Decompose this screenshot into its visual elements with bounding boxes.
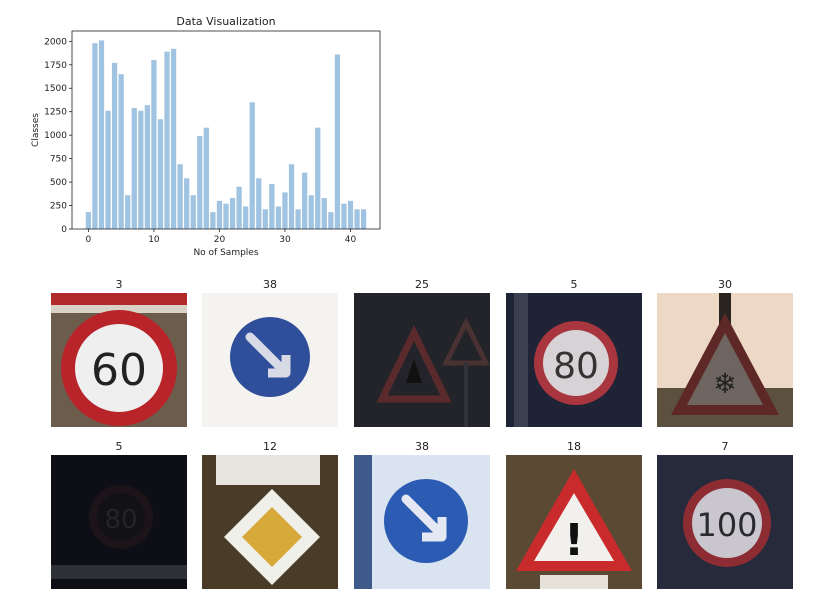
sign-text-100: 100: [696, 506, 757, 544]
bar-class-35: [315, 127, 321, 229]
bar-class-27: [262, 209, 268, 229]
y-tick-label: 500: [50, 178, 67, 188]
bar-class-4: [111, 62, 118, 229]
bar-class-14: [177, 164, 183, 229]
plot-frame: [71, 30, 381, 230]
sign-text-exclamation: !: [564, 515, 584, 566]
bar-class-19: [210, 212, 216, 229]
bar-class-10: [151, 60, 157, 230]
bar-chart: Data Visualization 0 10 20 30 40 0 250 500 750 1…: [31, 15, 381, 258]
sample-image-8: [354, 455, 490, 589]
bar-class-25: [249, 102, 255, 229]
bar-class-7: [131, 107, 137, 229]
bar-class-20: [216, 200, 223, 229]
chart-title: Data Visualization: [176, 15, 275, 28]
bar-class-0: [85, 212, 92, 229]
x-tick-label: 40: [345, 235, 357, 245]
sign-text-80-dark: 80: [104, 505, 137, 535]
bar-class-18: [203, 127, 209, 229]
bar-class-29: [275, 206, 282, 229]
sign-text-60: 60: [91, 345, 147, 396]
sample-image-7: [202, 455, 338, 589]
bar-class-36: [321, 198, 327, 229]
sample-image-10: 100: [657, 455, 793, 589]
bar-class-6: [125, 195, 131, 229]
bar-class-11: [157, 119, 164, 229]
bar-class-26: [256, 178, 262, 229]
y-ticks: 0 250 500 750 1000 1250 1500 1750 2000: [44, 37, 72, 235]
bar-class-8: [138, 110, 144, 229]
sign-text-80: 80: [553, 346, 599, 387]
y-tick-label: 1250: [44, 108, 67, 118]
bar-class-5: [118, 74, 124, 229]
sample-title-10: 7: [721, 440, 729, 453]
bar-class-42: [360, 209, 367, 229]
bar-class-9: [144, 105, 150, 229]
sample-title-3: 25: [415, 278, 429, 291]
bar-class-16: [190, 195, 196, 229]
sample-title-5: 30: [718, 278, 732, 291]
bar-class-17: [197, 136, 203, 229]
bar-class-13: [170, 48, 177, 230]
bar-class-22: [229, 198, 236, 229]
bar-class-28: [269, 183, 275, 229]
snowflake-icon: ❄: [713, 367, 736, 400]
y-axis-label: Classes: [31, 113, 41, 147]
y-tick-label: 2000: [44, 37, 67, 47]
y-tick-label: 250: [50, 202, 67, 212]
bar-class-2: [98, 40, 105, 230]
sample-image-9: !: [506, 455, 642, 589]
x-tick-label: 20: [214, 235, 226, 245]
x-tick-label: 0: [86, 235, 92, 245]
bars-group: [85, 40, 367, 230]
bar-class-33: [302, 172, 308, 229]
bar-class-30: [282, 192, 288, 229]
bar-class-39: [341, 203, 347, 229]
sample-image-6: 80: [51, 455, 187, 589]
bar-class-24: [243, 206, 249, 229]
sample-image-1: 60: [51, 293, 187, 427]
bar-class-31: [288, 164, 295, 229]
x-tick-label: 10: [148, 235, 160, 245]
bar-class-37: [328, 212, 334, 229]
sample-title-2: 38: [263, 278, 277, 291]
sample-image-2: [202, 293, 338, 427]
sample-title-7: 12: [263, 440, 277, 453]
bar-class-38: [334, 54, 341, 229]
x-tick-label: 30: [279, 235, 291, 245]
x-axis-label: No of Samples: [193, 248, 258, 258]
bar-class-1: [92, 43, 98, 229]
x-ticks: 0 10 20 30 40: [86, 229, 357, 245]
y-tick-label: 750: [50, 155, 67, 165]
y-tick-label: 0: [61, 225, 67, 235]
bar-class-40: [347, 200, 354, 229]
bar-class-15: [184, 178, 190, 229]
bar-class-12: [164, 51, 170, 230]
bar-class-3: [105, 110, 111, 229]
y-tick-label: 1500: [44, 84, 67, 94]
bar-class-23: [236, 186, 242, 229]
sample-title-4: 5: [570, 278, 578, 291]
sample-image-5: ❄: [657, 293, 793, 427]
bar-class-32: [295, 209, 301, 229]
bar-class-41: [354, 209, 360, 229]
sample-image-3: [354, 293, 490, 427]
bar-class-21: [223, 203, 229, 229]
y-tick-label: 1000: [44, 131, 67, 141]
sample-title-1: 3: [115, 278, 123, 291]
sample-title-9: 18: [567, 440, 581, 453]
sample-image-4: 80: [506, 293, 642, 427]
y-tick-label: 1750: [44, 61, 67, 71]
sample-title-6: 5: [115, 440, 123, 453]
sample-title-8: 38: [415, 440, 429, 453]
bar-class-34: [308, 195, 314, 229]
